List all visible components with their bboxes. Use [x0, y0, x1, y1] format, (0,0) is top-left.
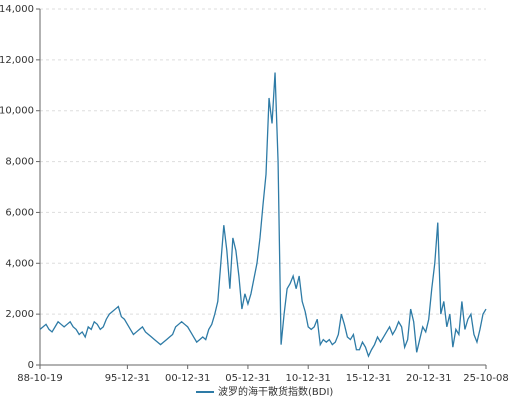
y-tick-label: 14,000 [0, 4, 34, 15]
y-tick-label: 6,000 [5, 207, 34, 218]
x-tick-label: 25-10-08 [463, 373, 508, 384]
x-tick-label: 95-12-31 [105, 373, 150, 384]
data-line [39, 72, 487, 358]
x-tick-label: 00-12-31 [165, 373, 210, 384]
x-tick-label: 88-10-19 [17, 373, 62, 384]
y-tick-label: 10,000 [0, 106, 34, 117]
y-tick-label: 0 [28, 360, 34, 371]
x-tick-label: 10-12-31 [286, 373, 331, 384]
y-tick-label: 4,000 [5, 258, 34, 269]
x-tick-label: 05-12-31 [225, 373, 270, 384]
legend-label: 波罗的海干散货指数(BDI) [218, 385, 333, 398]
y-tick-label: 12,000 [0, 55, 34, 66]
y-tick-label: 2,000 [5, 309, 34, 320]
x-tick-label: 20-12-31 [406, 373, 451, 384]
x-tick-label: 15-12-31 [346, 373, 391, 384]
y-tick-label: 8,000 [5, 157, 34, 168]
